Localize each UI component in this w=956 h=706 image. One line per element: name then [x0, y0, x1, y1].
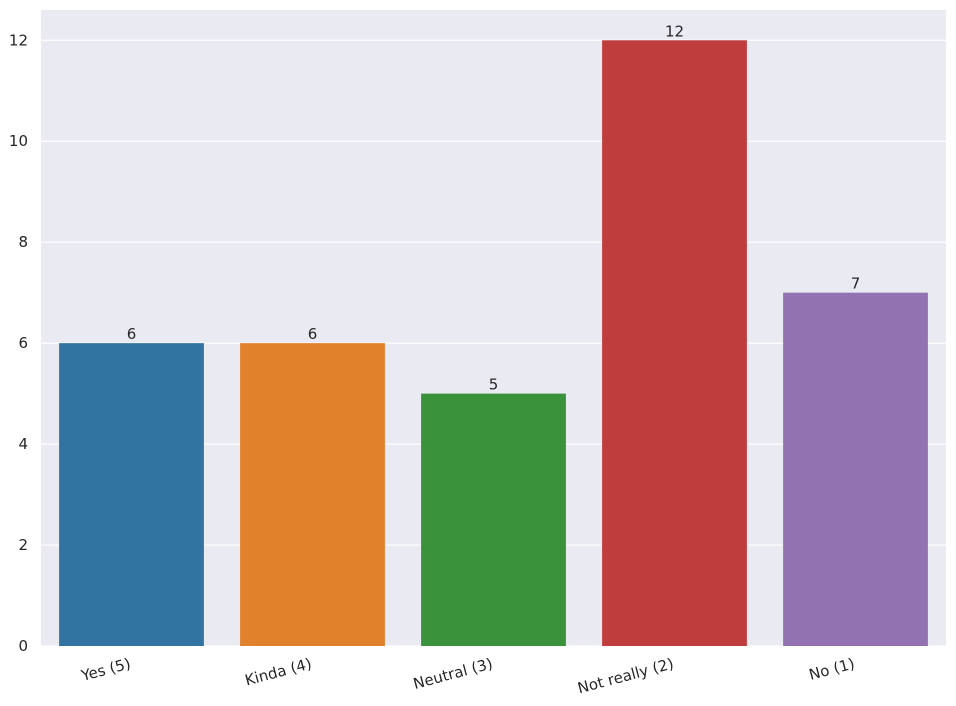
bar [59, 343, 204, 646]
bar [602, 40, 747, 647]
y-tick-label: 6 [18, 334, 28, 352]
x-tick-label: Neutral (3) [411, 654, 494, 692]
y-tick-label: 2 [18, 536, 28, 554]
bar [783, 292, 928, 646]
y-tick-label: 8 [18, 233, 28, 251]
data-label: 6 [308, 325, 318, 343]
data-label: 7 [851, 275, 861, 293]
x-tick-label: Yes (5) [78, 654, 132, 685]
x-tick-label: No (1) [807, 654, 856, 683]
data-label: 5 [489, 376, 499, 394]
x-tick-label: Not really (2) [576, 654, 676, 697]
y-tick-label: 0 [18, 637, 28, 655]
x-tick-label: Kinda (4) [243, 654, 314, 689]
bar [240, 343, 385, 646]
y-tick-label: 10 [9, 132, 28, 150]
data-label: 12 [665, 22, 684, 40]
y-tick-label: 4 [18, 435, 28, 453]
y-tick-label: 12 [9, 31, 28, 49]
data-label: 6 [127, 325, 137, 343]
bar [421, 393, 566, 646]
